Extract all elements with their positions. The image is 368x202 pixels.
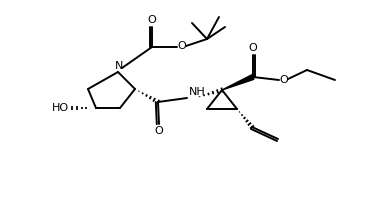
Text: O: O bbox=[249, 43, 257, 53]
Polygon shape bbox=[222, 75, 254, 90]
Text: N: N bbox=[115, 61, 123, 71]
Text: HO: HO bbox=[52, 103, 68, 113]
Text: NH: NH bbox=[189, 87, 205, 97]
Text: O: O bbox=[148, 15, 156, 25]
Text: O: O bbox=[280, 75, 289, 85]
Text: O: O bbox=[155, 126, 163, 136]
Text: O: O bbox=[178, 41, 186, 51]
